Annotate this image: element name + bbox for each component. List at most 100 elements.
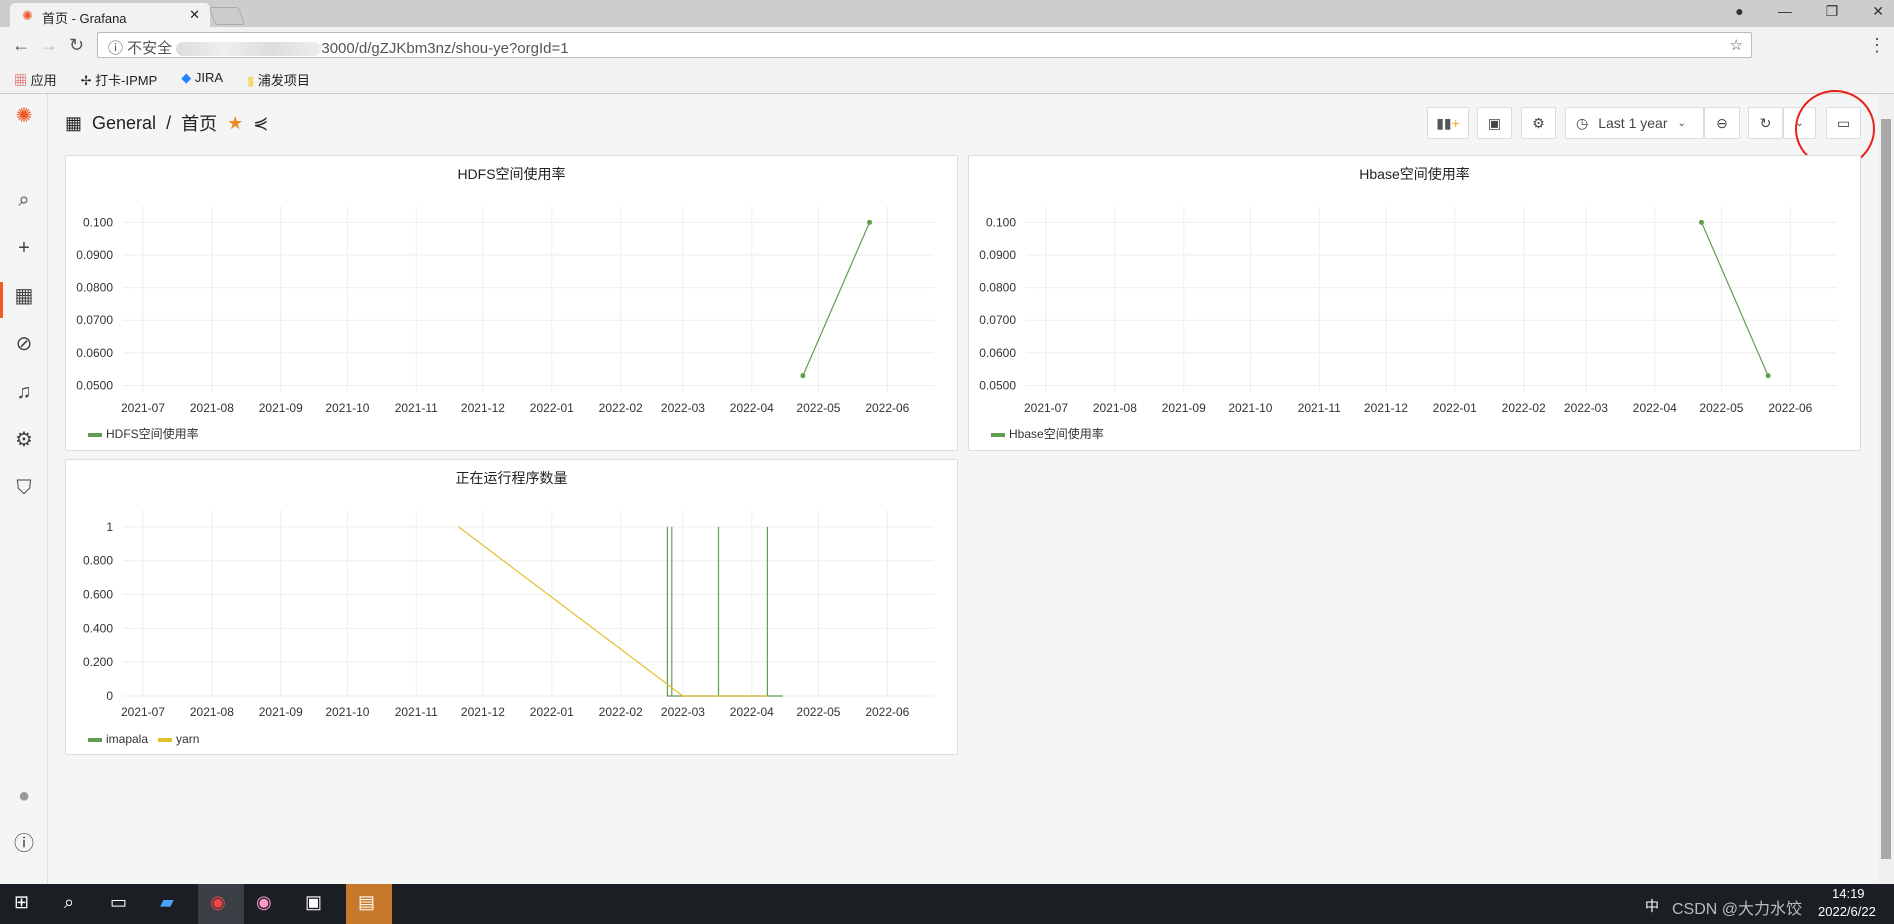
restore-icon[interactable]: ❐	[1825, 3, 1839, 19]
x-tick-label: 2021-11	[395, 705, 438, 719]
avatar[interactable]: ●	[17, 785, 31, 807]
share-icon[interactable]: ⋞	[253, 112, 269, 133]
alert-bell-icon[interactable]: ♫	[16, 381, 32, 403]
browser-tab-bar: ✺ 首页 - Grafana ✕ ● — ❐ ✕	[0, 0, 1894, 27]
add-panel-button[interactable]: ▮▮ +	[1427, 107, 1469, 139]
app-icon[interactable]: ▣	[305, 892, 323, 912]
clock-icon: ◷	[1576, 114, 1589, 131]
y-tick-label: 0.0500	[76, 378, 113, 392]
series-line-imapala	[666, 526, 783, 697]
bookmark-jira[interactable]: ◆ JIRA	[181, 70, 224, 85]
back-icon[interactable]: ←	[12, 35, 30, 55]
x-tick-label: 2022-03	[1564, 401, 1608, 415]
bookmark-apps[interactable]: ▦ 应用	[14, 73, 57, 88]
panel-title[interactable]: 正在运行程序数量	[455, 470, 568, 486]
bookmark-ipmp[interactable]: ✢ 打卡-IPMP	[80, 73, 158, 88]
x-tick-label: 2022-02	[1502, 401, 1546, 415]
y-tick-label: 0.0800	[76, 281, 113, 295]
windows-start-icon[interactable]: ⊞	[14, 892, 30, 912]
new-tab-button[interactable]	[208, 7, 246, 25]
tab-title: 首页 - Grafana	[42, 11, 127, 26]
reload-icon[interactable]: ↻	[69, 35, 85, 55]
x-tick-label: 2022-02	[599, 705, 643, 719]
x-tick-label: 2022-04	[730, 705, 774, 719]
folder-link[interactable]: General	[92, 112, 157, 133]
app-icon[interactable]: ▰	[160, 892, 174, 912]
task-view-icon[interactable]: ▭	[110, 892, 128, 912]
y-tick-label: 0	[106, 689, 113, 703]
page-title[interactable]: 首页	[181, 114, 218, 134]
app-icon[interactable]: ▤	[346, 884, 392, 924]
panel-hdfs[interactable]: HDFS空间使用率 2021-07 2021-08 2021-09 2021-10 202…	[65, 155, 958, 451]
star-icon[interactable]: ★	[227, 112, 244, 133]
y-tick-label: 0.0600	[979, 346, 1016, 360]
x-tick-label: 2021-08	[190, 401, 234, 415]
panel-title[interactable]: Hbase空间使用率	[1359, 166, 1470, 182]
x-tick-label: 2022-05	[1699, 401, 1743, 415]
chart-hbase: 2021-07 2021-08 2021-09 2021-10 2021-11 2021-…	[979, 206, 1837, 415]
x-tick-label: 2021-10	[1228, 401, 1272, 415]
close-tab-icon[interactable]: ✕	[189, 7, 200, 22]
time-range-picker[interactable]: ◷ Last 1 year ⌄	[1565, 107, 1704, 139]
menu-icon[interactable]: ⋮	[1868, 35, 1886, 55]
bookmarks-bar: ▦ 应用 ✢ 打卡-IPMP ◆ JIRA ▮ 浦发项目	[0, 63, 1894, 94]
panel-running-apps[interactable]: 正在运行程序数量 2021-07 2021-08 2021-09 2021-10 2021…	[65, 459, 958, 755]
search-taskbar-icon[interactable]: ⌕	[64, 892, 75, 912]
y-tick-label: 0.600	[83, 588, 113, 602]
chart-hdfs: 2021-07 2021-08 2021-09 2021-10 2021-11 2021-…	[76, 206, 934, 415]
forward-icon[interactable]: →	[40, 35, 58, 55]
x-tick-label: 2021-12	[461, 401, 505, 415]
scrollbar[interactable]	[1878, 94, 1894, 884]
zoom-out-button[interactable]: ⊖	[1704, 107, 1740, 139]
x-tick-label: 2021-12	[1364, 401, 1408, 415]
x-tick-label: 2022-04	[1633, 401, 1677, 415]
close-window-icon[interactable]: ✕	[1872, 3, 1884, 19]
grafana-logo[interactable]: ✺	[15, 105, 33, 127]
url-input[interactable]: ⓘ 不安全 3000/d/gZJKbm3nz/shou-ye?orgId=1 ☆	[97, 32, 1752, 58]
x-tick-label: 2021-10	[325, 401, 369, 415]
sidebar: ✺ ⌕ + ▦ ⊘ ♫ ⚙ ⛉ ● ⓘ	[0, 94, 48, 884]
y-tick-label: 0.200	[83, 655, 113, 669]
bookmark-folder[interactable]: ▮ 浦发项目	[247, 73, 310, 88]
settings-button[interactable]: ⚙	[1521, 107, 1556, 139]
x-tick-label: 2022-03	[661, 705, 705, 719]
search-icon[interactable]: ⌕	[18, 189, 30, 211]
legend-item[interactable]: Hbase空间使用率	[991, 425, 1104, 442]
refresh-button[interactable]: ↻	[1748, 107, 1783, 139]
x-tick-label: 2021-10	[325, 705, 369, 719]
taskbar: ⊞ ⌕ ▭ ▰ ◉ ◉ ▣ ▤ 中 CSDN @大力水饺 14:19 2022/…	[0, 884, 1894, 924]
series-line-Hbase空间使用率	[1700, 222, 1769, 376]
y-tick-label: 0.800	[83, 554, 113, 568]
explore-icon[interactable]: ⊘	[15, 333, 33, 355]
panel-title[interactable]: HDFS空间使用率	[457, 166, 566, 182]
x-tick-label: 2022-03	[661, 401, 705, 415]
x-tick-label: 2021-09	[1162, 401, 1206, 415]
active-indicator	[0, 282, 3, 318]
scrollbar-thumb[interactable]	[1881, 119, 1891, 859]
y-tick-label: 0.0600	[76, 346, 113, 360]
save-button[interactable]: ▣	[1477, 107, 1512, 139]
bookmark-star-icon[interactable]: ☆	[1729, 37, 1743, 54]
x-tick-label: 2021-08	[190, 705, 234, 719]
help-icon[interactable]: ⓘ	[14, 833, 34, 855]
series-line-yarn	[458, 526, 768, 697]
x-tick-label: 2021-09	[259, 705, 303, 719]
dashboards-icon[interactable]: ▦	[14, 285, 34, 307]
shield-icon[interactable]: ⛉	[16, 477, 32, 499]
panel-hbase[interactable]: Hbase空间使用率 2021-07 2021-08 2021-09 2021-10 20…	[968, 155, 1861, 451]
gear-icon[interactable]: ⚙	[15, 429, 33, 451]
legend-item[interactable]: imapala	[88, 732, 148, 746]
plus-icon[interactable]: +	[18, 237, 30, 259]
x-tick-label: 2021-07	[1024, 401, 1068, 415]
minimize-icon[interactable]: —	[1777, 3, 1792, 19]
browser-tab[interactable]: ✺ 首页 - Grafana ✕	[10, 3, 210, 27]
app-icon[interactable]: ◉	[256, 892, 272, 912]
legend-item[interactable]: HDFS空间使用率	[88, 425, 199, 442]
chrome-icon[interactable]: ◉	[198, 884, 244, 924]
legend-item[interactable]: yarn	[158, 732, 199, 746]
y-tick-label: 0.0500	[979, 378, 1016, 392]
x-tick-label: 2022-01	[530, 705, 574, 719]
x-tick-label: 2022-05	[796, 705, 840, 719]
profile-icon[interactable]: ●	[1735, 3, 1744, 19]
data-point	[1765, 373, 1771, 379]
